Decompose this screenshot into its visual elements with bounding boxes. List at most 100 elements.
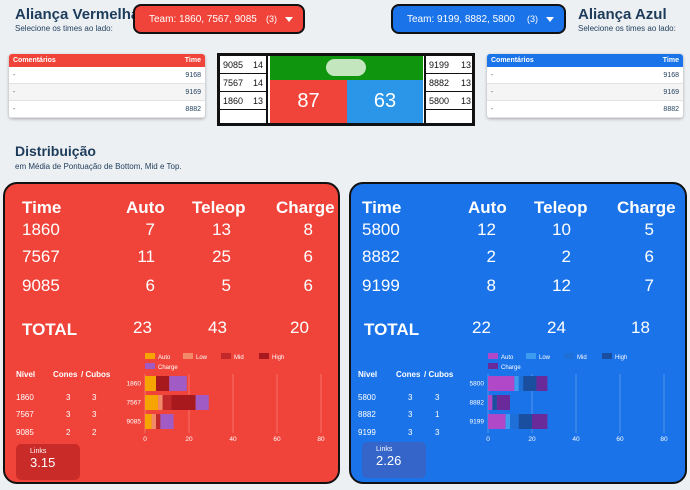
- red-team-selector-count: (3): [266, 14, 277, 24]
- red-team-list: 9085 14 7567 14 1860 13: [220, 56, 268, 123]
- bar-segment: [160, 414, 174, 429]
- bar-segment: [151, 414, 156, 429]
- legend-swatch: [602, 353, 612, 359]
- x-tick-label: 0: [143, 436, 147, 443]
- links-label: Links: [376, 446, 393, 453]
- team-cell: 9085: [22, 276, 60, 295]
- bar-segment: [158, 395, 163, 410]
- blue-links-card: Links 2.26: [362, 442, 426, 478]
- red-links-card: Links 3.15: [16, 444, 80, 480]
- comments-column-header[interactable]: Comentários: [13, 57, 56, 64]
- y-category-label: 9085: [127, 419, 142, 426]
- team-cell: 8882: [663, 105, 679, 113]
- nivel-cones: 3: [66, 393, 71, 402]
- team-cell: 9199: [362, 276, 400, 295]
- list-item: 9085 14: [220, 56, 266, 74]
- x-tick-label: 40: [572, 436, 580, 443]
- cubos-header: / Cubos: [81, 370, 111, 379]
- y-category-label: 1860: [127, 381, 142, 388]
- cubos-header: / Cubos: [424, 370, 454, 379]
- red-team-selector[interactable]: Team: 1860, 7567, 9085 (3): [133, 4, 305, 34]
- list-item: 9199 13: [426, 56, 474, 74]
- distribution-title: Distribuição: [15, 143, 96, 159]
- team-cell: 7567: [22, 247, 60, 266]
- total-charge: 18: [631, 318, 650, 337]
- red-score: 87: [270, 80, 347, 123]
- blue-team-selector-label: Team: 9199, 8882, 5800: [407, 13, 515, 25]
- team-cell: 8882: [362, 247, 400, 266]
- charge-cell: 6: [303, 276, 313, 295]
- links-value: 2.26: [376, 453, 402, 468]
- y-category-label: 5800: [470, 381, 485, 388]
- nivel-team: 9199: [358, 428, 376, 437]
- charge-cell: 6: [303, 247, 313, 266]
- red-distribution-chart: Auto Low Mid High Charge 0 20 40 60 80 1860 7567 908…: [127, 353, 325, 443]
- nivel-header: Nível: [16, 370, 36, 379]
- total-label: TOTAL: [22, 320, 78, 339]
- nivel-cones: 3: [408, 393, 413, 402]
- cones-header: Cones: [396, 370, 421, 379]
- team-value: 14: [252, 59, 263, 70]
- teleop-cell: 2: [561, 247, 571, 266]
- bar-segment: [505, 414, 510, 429]
- charge-header: Charge: [617, 198, 676, 217]
- team-value: 13: [460, 95, 471, 106]
- match-toggle[interactable]: [326, 59, 366, 76]
- legend-label: High: [615, 355, 627, 361]
- bar-segment: [488, 376, 515, 391]
- team-number: 9085: [223, 59, 244, 70]
- time-column-header[interactable]: Time: [662, 57, 679, 64]
- comments-column-header[interactable]: Comentários: [491, 57, 534, 64]
- blue-team-selector[interactable]: Team: 9199, 8882, 5800 (3): [391, 4, 566, 34]
- legend-swatch: [145, 353, 155, 359]
- table-row: - 9169: [487, 84, 683, 101]
- legend-label: Low: [539, 355, 551, 361]
- legend-swatch: [183, 353, 193, 359]
- total-teleop: 43: [208, 318, 227, 337]
- legend-label: Mid: [577, 355, 587, 361]
- bar-segment: [145, 395, 159, 410]
- blue-score: 63: [347, 80, 423, 123]
- teleop-cell: 13: [212, 220, 231, 239]
- cones-header: Cones: [53, 370, 78, 379]
- teleop-header: Teleop: [192, 198, 246, 217]
- charge-header: Charge: [276, 198, 335, 217]
- time-column-header[interactable]: Time: [184, 57, 201, 64]
- team-number: 5800: [429, 95, 450, 106]
- charge-cell: 7: [644, 276, 654, 295]
- nivel-cubos: 3: [92, 393, 97, 402]
- nivel-cubos: 3: [92, 410, 97, 419]
- red-team-selector-label: Team: 1860, 7567, 9085: [149, 13, 257, 25]
- x-tick-label: 80: [317, 436, 325, 443]
- legend-swatch: [221, 353, 231, 359]
- auto-cell: 8: [486, 276, 496, 295]
- table-row: - 9169: [9, 84, 205, 101]
- bar-segment: [488, 414, 506, 429]
- bar-segment: [145, 376, 156, 391]
- auto-cell: 6: [145, 276, 155, 295]
- bar-segment: [496, 395, 510, 410]
- legend-swatch: [259, 353, 269, 359]
- bar-segment: [488, 395, 493, 410]
- nivel-cubos: 2: [92, 428, 97, 437]
- legend-swatch: [564, 353, 574, 359]
- team-cell: 1860: [22, 220, 60, 239]
- nivel-team: 8882: [358, 410, 376, 419]
- legend-swatch: [488, 353, 498, 359]
- teleop-cell: 25: [212, 247, 231, 266]
- chevron-down-icon: [285, 16, 293, 22]
- bar-segment: [169, 376, 187, 391]
- bar-segment: [195, 395, 209, 410]
- charge-cell: 8: [303, 220, 313, 239]
- table-header: Comentários Time: [487, 54, 683, 67]
- charge-cell: 5: [644, 220, 654, 239]
- chevron-down-icon: [546, 16, 554, 22]
- nivel-cubos: 1: [435, 410, 440, 419]
- blue-alliance-title: Aliança Azul: [578, 6, 667, 23]
- nivel-team: 9085: [16, 428, 34, 437]
- total-auto: 23: [133, 318, 152, 337]
- team-cell: 8882: [185, 105, 201, 113]
- bar-segment: [171, 395, 196, 410]
- teleop-cell: 10: [552, 220, 571, 239]
- team-value: 13: [460, 77, 471, 88]
